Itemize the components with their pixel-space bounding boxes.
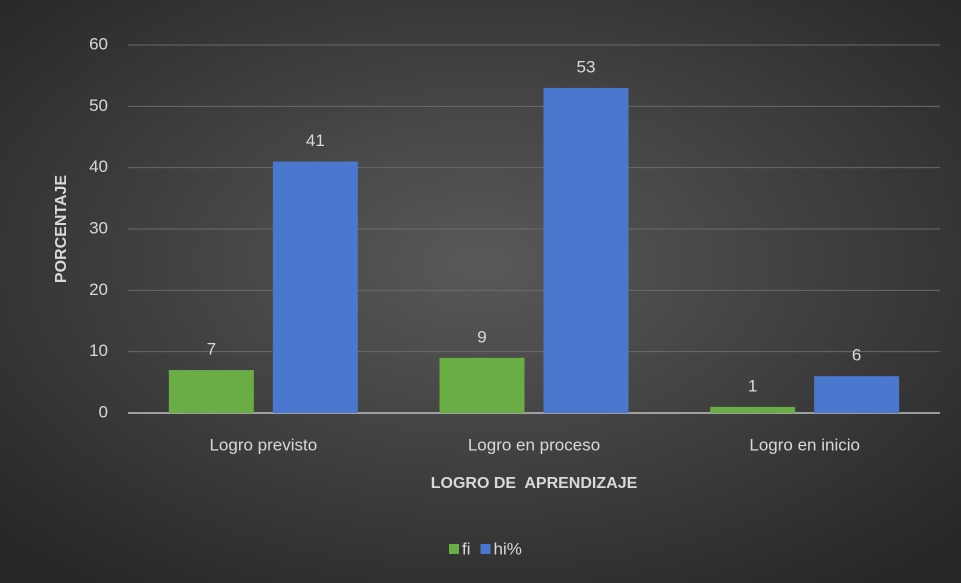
bar	[272, 161, 358, 413]
y-tick-label: 30	[89, 218, 108, 237]
data-label: 7	[207, 340, 216, 359]
y-axis-title: PORCENTAJE	[53, 175, 70, 283]
legend-label: hi%	[494, 539, 522, 558]
data-label: 9	[477, 327, 486, 346]
legend-swatch	[480, 544, 491, 554]
bar	[439, 357, 525, 413]
data-label: 1	[748, 376, 757, 395]
legend-label: fi	[462, 539, 471, 558]
y-tick-label: 10	[89, 341, 108, 360]
legend-swatch	[449, 544, 459, 554]
bar	[168, 370, 254, 413]
data-label: 53	[577, 57, 596, 76]
data-label: 6	[852, 346, 861, 365]
y-tick-label: 0	[99, 402, 108, 421]
data-label: 41	[306, 131, 325, 150]
bar	[814, 376, 900, 413]
y-tick-label: 50	[89, 96, 108, 115]
x-tick-label: Logro previsto	[209, 435, 317, 454]
bar	[710, 406, 796, 413]
x-tick-label: Logro en inicio	[749, 435, 860, 454]
x-tick-label: Logro en proceso	[468, 435, 600, 454]
y-tick-label: 20	[89, 280, 108, 299]
x-axis-title: LOGRO DE APRENDIZAJE	[431, 475, 638, 492]
y-tick-label: 60	[89, 34, 108, 53]
y-tick-label: 40	[89, 157, 108, 176]
bar	[543, 87, 629, 413]
